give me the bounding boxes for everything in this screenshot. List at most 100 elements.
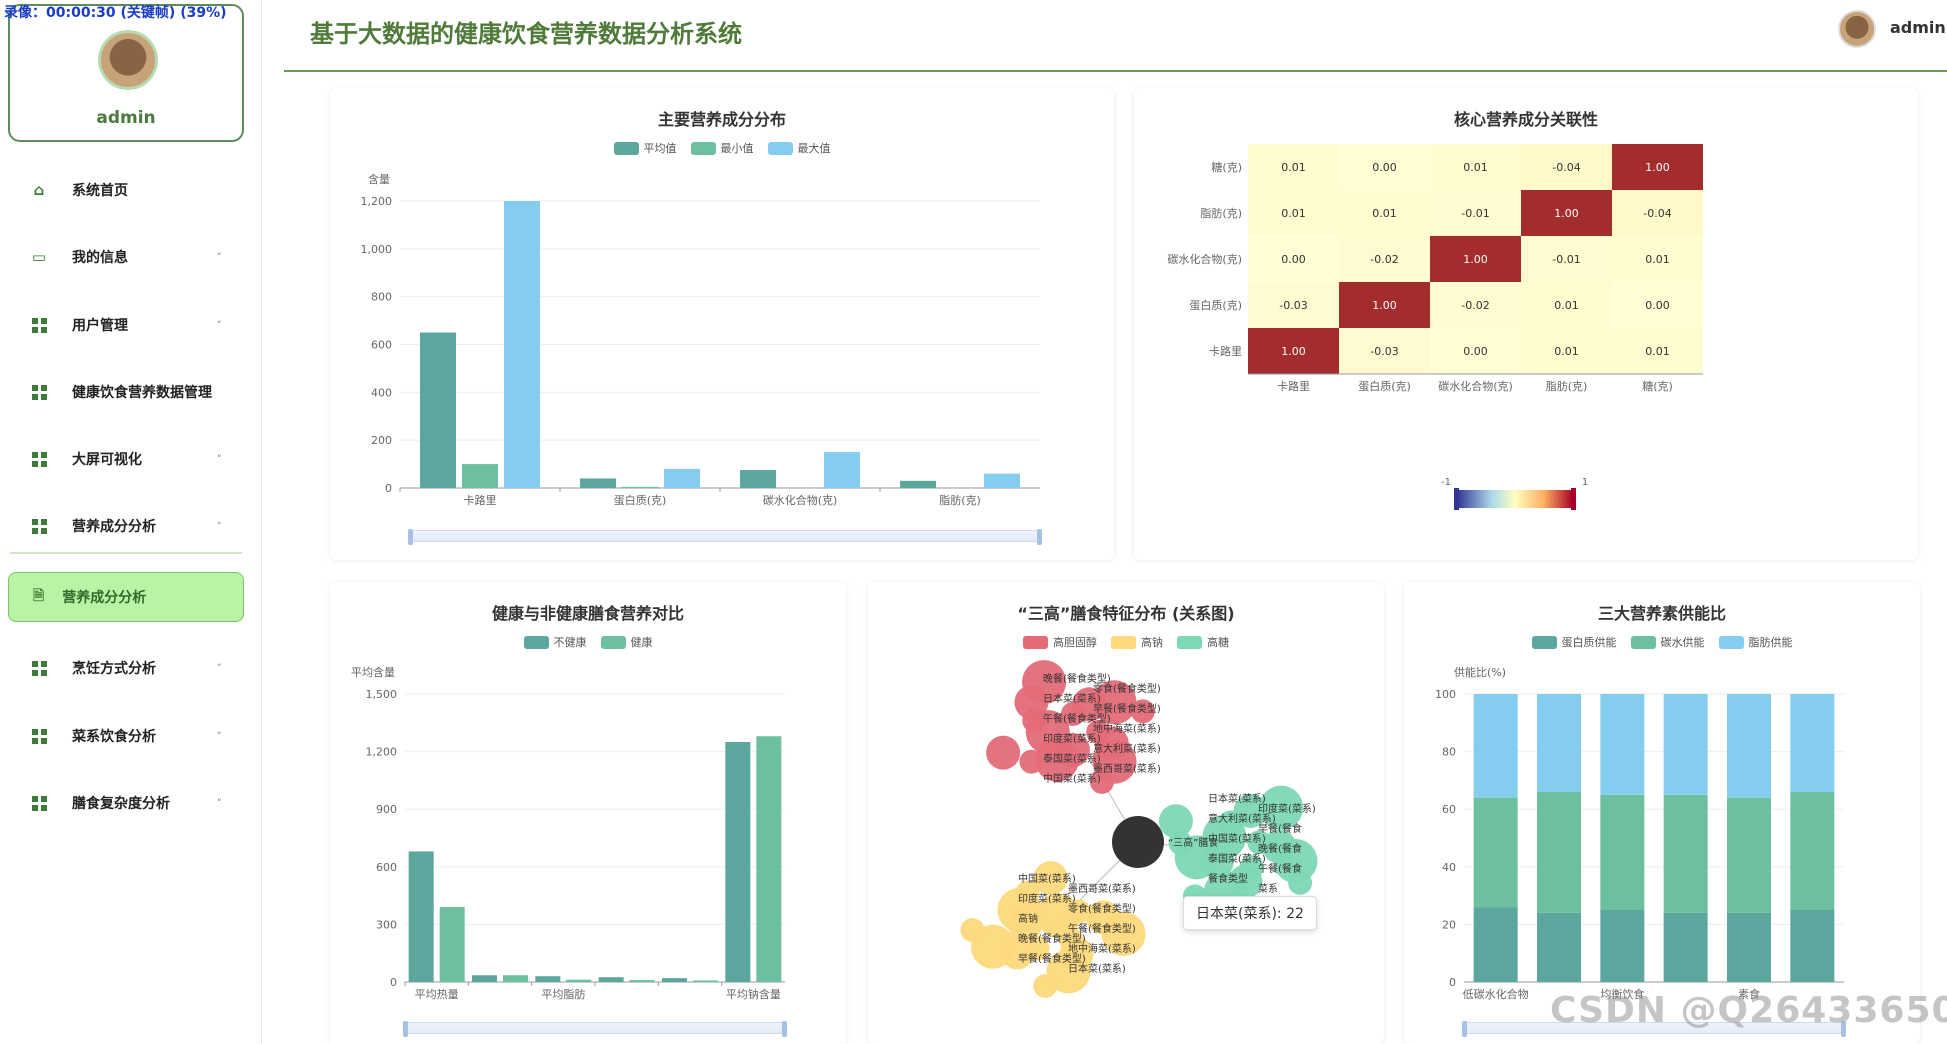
nutrient-distribution-chart: 含量 0 200 400 600 800 1,000 1,200 卡路里 蛋白质(克) 碳水化合物(… [361, 172, 1040, 507]
avatar[interactable] [98, 30, 158, 90]
legend-swatch [767, 141, 793, 155]
sidebar-item-5[interactable]: 营养成分分析 ˄ [30, 512, 230, 540]
graph-node-label: 地中海菜(菜系) [1068, 942, 1136, 955]
legend-item[interactable]: 平均值 [613, 140, 677, 156]
visual-map-handle [1454, 488, 1459, 510]
sidebar-item-3[interactable]: 健康饮食营养数据管理 [30, 378, 230, 406]
stacked-bar-segment [1663, 794, 1708, 913]
legend-item[interactable]: 最小值 [690, 140, 754, 156]
bar [740, 470, 776, 488]
graph-node-label: 早餐(餐食 [1258, 822, 1302, 835]
stacked-bar-segment [1600, 794, 1645, 910]
y-tick-label: 蛋白质(克) [1189, 298, 1242, 312]
heatmap-value: 0.01 [1372, 207, 1397, 220]
sidebar-subitem-nutrient-analysis[interactable]: 🗎 营养成分分析 [8, 572, 244, 622]
heatmap-value: 0.01 [1645, 345, 1670, 358]
heatmap-value: 0.01 [1463, 161, 1488, 174]
page-title: 基于大数据的健康饮食营养数据分析系统 [310, 19, 742, 48]
graph-node-label: 意大利菜(菜系) [1208, 812, 1276, 825]
legend-item[interactable]: 最大值 [767, 140, 831, 156]
graph-node-label: 晚餐(餐食类型) [1043, 672, 1111, 685]
zoom-slider[interactable] [1462, 1021, 1846, 1037]
graph-center-node [1112, 816, 1164, 868]
y-axis-label: 平均含量 [351, 665, 395, 679]
y-tick-label: 300 [376, 918, 397, 931]
legend-item[interactable]: 碳水供能 [1630, 634, 1705, 650]
graph-node-label: 墨西哥菜(菜系) [1093, 763, 1161, 775]
graph-node-label: 印度菜(菜系) [1043, 732, 1101, 745]
stacked-bar-segment [1727, 797, 1771, 913]
x-tick-label: 平均脂肪 [541, 987, 585, 1001]
header-username[interactable]: admin [1890, 18, 1946, 37]
healthy-vs-unhealthy-chart: 平均含量 0 300 600 900 1,200 1,500 平均热量 平均脂肪 平均钠含量 [351, 665, 785, 1001]
legend-swatch [690, 141, 716, 155]
legend-label: 高糖 [1207, 636, 1229, 649]
graph-node [1233, 793, 1268, 828]
legend-item[interactable]: 健康 [600, 634, 653, 650]
sidebar-item-2[interactable]: 用户管理 ˅ [30, 311, 230, 339]
sidebar-item-label: 烹饪方式分析 [72, 661, 156, 677]
graph-node [1089, 769, 1114, 794]
legend-item[interactable]: 高钠 [1111, 634, 1163, 650]
chart-legend: 蛋白质供能 碳水供能 脂肪供能 [1404, 634, 1920, 650]
graph-node-label: 餐食类型 [1208, 872, 1248, 885]
stacked-bar-segment [1537, 912, 1581, 982]
sidebar-item-7[interactable]: 菜系饮食分析 ˅ [30, 722, 230, 750]
heatmap-cell [1612, 190, 1703, 236]
graph-node [1022, 660, 1067, 705]
stacked-bar-segment [1473, 694, 1518, 798]
bar [598, 977, 624, 982]
sidebar-item-6[interactable]: 烹饪方式分析 ˅ [30, 654, 230, 682]
legend-item[interactable]: 高糖 [1177, 634, 1229, 650]
visual-map-handle [1571, 488, 1576, 510]
heatmap-cell [1521, 190, 1612, 236]
stacked-bar-segment [1600, 694, 1645, 795]
y-tick-label: 400 [371, 386, 392, 399]
heatmap-value: -0.02 [1370, 253, 1398, 266]
header-avatar[interactable] [1838, 10, 1876, 48]
graph-node-label: 意大利菜(菜系) [1093, 742, 1161, 755]
sidebar-item-1[interactable]: ▭ 我的信息 ˅ [30, 243, 230, 271]
legend-item[interactable]: 高胆固醇 [1023, 634, 1097, 650]
bar [756, 736, 782, 982]
legend-item[interactable]: 不健康 [523, 634, 587, 650]
bar [824, 452, 860, 488]
stacked-bar-segment [1790, 791, 1835, 910]
chart-card-healthy-vs-unhealthy: 健康与非健康膳食营养对比 不健康 健康 平均含量 0 300 600 900 1,200 1,… [330, 582, 846, 1044]
heatmap-cell [1612, 282, 1703, 328]
submenu-divider [10, 552, 242, 554]
bar [462, 464, 498, 488]
bar [420, 332, 456, 488]
legend-item[interactable]: 脂肪供能 [1718, 634, 1793, 650]
sidebar-item-label: 用户管理 [72, 318, 128, 334]
bar [664, 468, 700, 488]
x-tick-label: 糖(克) [1642, 379, 1673, 393]
legend-swatch [1177, 635, 1202, 649]
zoom-slider[interactable] [408, 529, 1042, 545]
heatmap-value: -0.03 [1279, 299, 1307, 312]
sidebar-item-0[interactable]: ⌂ 系统首页 [30, 176, 230, 204]
sidebar-item-4[interactable]: 大屏可视化 ˅ [30, 445, 230, 473]
heatmap-cell [1430, 236, 1521, 282]
document-icon: 🗎 [33, 588, 45, 604]
graph-node [1033, 973, 1058, 998]
y-tick-label: 1,000 [361, 243, 393, 256]
zoom-slider[interactable] [403, 1021, 787, 1037]
sidebar-item-8[interactable]: 膳食复杂度分析 ˅ [30, 789, 230, 817]
graph-center-label: “三高”膳食 [1168, 836, 1218, 849]
graph-node [1273, 838, 1318, 883]
heatmap-cell [1248, 282, 1339, 328]
heatmap-value: 0.00 [1281, 253, 1306, 266]
heatmap-cell [1521, 328, 1612, 374]
legend-swatch [600, 635, 626, 649]
y-tick-label: 0 [385, 482, 392, 495]
heatmap-value: -0.03 [1370, 345, 1398, 358]
stacked-bar-segment [1790, 694, 1835, 792]
legend-label: 健康 [630, 636, 653, 649]
legend-item[interactable]: 蛋白质供能 [1531, 634, 1617, 650]
visual-map-label: 1 [1582, 477, 1588, 488]
heatmap-cell [1521, 282, 1612, 328]
legend-swatch [1531, 635, 1557, 649]
header: 基于大数据的健康饮食营养数据分析系统 [262, 0, 1947, 70]
graph-node-label: 菜系 [1258, 883, 1278, 895]
